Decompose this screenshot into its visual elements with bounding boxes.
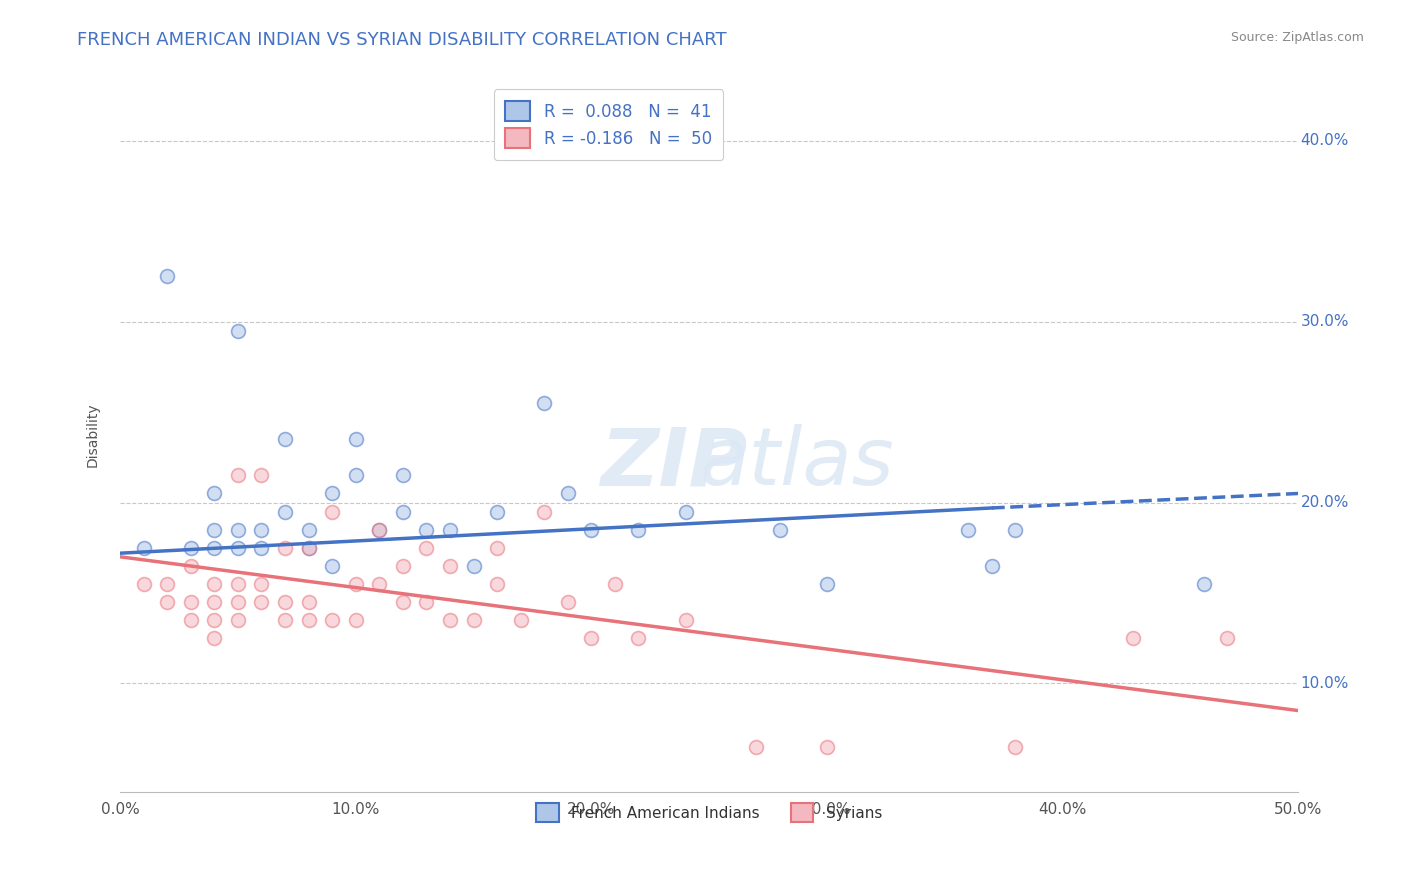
Point <box>226 595 249 609</box>
Point <box>202 631 225 645</box>
Point <box>226 541 249 555</box>
Legend: French American Indians, Syrians: French American Indians, Syrians <box>524 791 894 834</box>
Point <box>132 541 155 555</box>
Point <box>392 505 415 519</box>
Point <box>581 631 603 645</box>
Point <box>675 505 697 519</box>
Point <box>202 541 225 555</box>
Point <box>226 468 249 483</box>
Point <box>274 505 297 519</box>
Point <box>1122 631 1144 645</box>
Point <box>297 595 319 609</box>
Point <box>202 613 225 627</box>
Text: ZIP: ZIP <box>600 425 748 502</box>
Point <box>297 523 319 537</box>
Text: 10.0%: 10.0% <box>1301 676 1348 691</box>
Point <box>1004 523 1026 537</box>
Point <box>769 523 792 537</box>
Point <box>226 613 249 627</box>
Point <box>297 541 319 555</box>
Point <box>321 486 343 500</box>
Point <box>675 613 697 627</box>
Point <box>1216 631 1239 645</box>
Point <box>180 558 202 573</box>
Point <box>274 541 297 555</box>
Point <box>344 577 367 591</box>
Point <box>463 558 485 573</box>
Point <box>415 523 437 537</box>
Point <box>415 541 437 555</box>
Y-axis label: Disability: Disability <box>86 402 100 467</box>
Point <box>533 396 555 410</box>
Point <box>226 523 249 537</box>
Point <box>344 468 367 483</box>
Point <box>202 523 225 537</box>
Point <box>297 541 319 555</box>
Point <box>202 595 225 609</box>
Text: atlas: atlas <box>700 425 894 502</box>
Point <box>202 486 225 500</box>
Point <box>392 558 415 573</box>
Point <box>274 432 297 446</box>
Point <box>439 613 461 627</box>
Point <box>368 577 391 591</box>
Point <box>486 577 509 591</box>
Text: 40.0%: 40.0% <box>1301 133 1348 148</box>
Point <box>392 468 415 483</box>
Point <box>250 468 273 483</box>
Point <box>180 541 202 555</box>
Point <box>463 613 485 627</box>
Point <box>226 324 249 338</box>
Text: 20.0%: 20.0% <box>1301 495 1348 510</box>
Point <box>486 541 509 555</box>
Point <box>156 595 179 609</box>
Point <box>533 505 555 519</box>
Point <box>274 595 297 609</box>
Point <box>250 595 273 609</box>
Point <box>1004 739 1026 754</box>
Point <box>368 523 391 537</box>
Point <box>439 523 461 537</box>
Point <box>132 577 155 591</box>
Point <box>321 505 343 519</box>
Point <box>156 577 179 591</box>
Text: 30.0%: 30.0% <box>1301 314 1348 329</box>
Point <box>957 523 980 537</box>
Point <box>297 613 319 627</box>
Point <box>509 613 531 627</box>
Point <box>415 595 437 609</box>
Point <box>439 558 461 573</box>
Point <box>156 269 179 284</box>
Point <box>274 613 297 627</box>
Point <box>250 523 273 537</box>
Point <box>557 595 579 609</box>
Point <box>603 577 626 591</box>
Point <box>581 523 603 537</box>
Text: FRENCH AMERICAN INDIAN VS SYRIAN DISABILITY CORRELATION CHART: FRENCH AMERICAN INDIAN VS SYRIAN DISABIL… <box>77 31 727 49</box>
Point <box>627 631 650 645</box>
Point <box>557 486 579 500</box>
Text: Source: ZipAtlas.com: Source: ZipAtlas.com <box>1230 31 1364 45</box>
Point <box>250 541 273 555</box>
Point <box>226 577 249 591</box>
Point <box>980 558 1002 573</box>
Point <box>486 505 509 519</box>
Point <box>344 613 367 627</box>
Point <box>180 613 202 627</box>
Point <box>745 739 768 754</box>
Point <box>368 523 391 537</box>
Point <box>815 577 838 591</box>
Point <box>815 739 838 754</box>
Point <box>321 558 343 573</box>
Point <box>180 595 202 609</box>
Point <box>392 595 415 609</box>
Point <box>627 523 650 537</box>
Point <box>250 577 273 591</box>
Point <box>321 613 343 627</box>
Point <box>344 432 367 446</box>
Point <box>202 577 225 591</box>
Point <box>1192 577 1215 591</box>
